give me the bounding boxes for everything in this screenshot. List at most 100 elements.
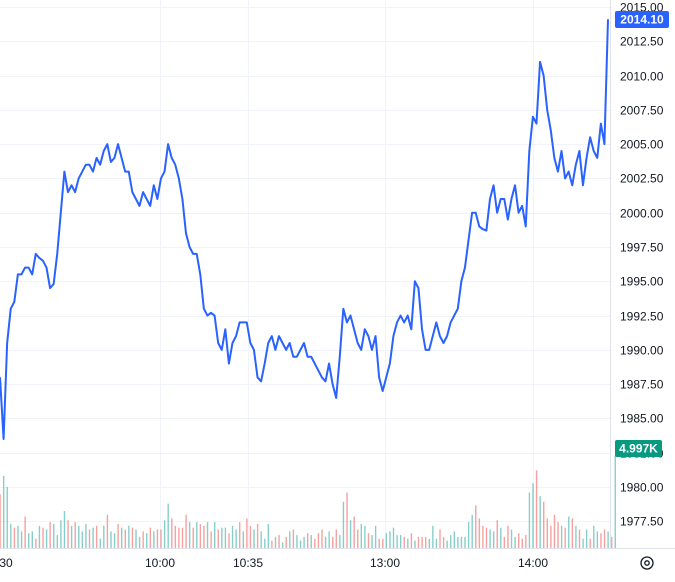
time-tick-label: 13:00 (370, 556, 400, 570)
volume-bar (421, 536, 423, 548)
volume-bar (460, 536, 463, 548)
volume-bar (314, 538, 316, 548)
volume-bar (267, 523, 270, 548)
volume-bar (603, 529, 606, 548)
volume-bar (614, 455, 616, 548)
price-tick-label: 1977.50 (620, 515, 664, 529)
time-axis-labels: 30 10:00 10:35 13:00 14:00 (0, 556, 548, 570)
volume-bar (360, 523, 363, 548)
volume-bar (425, 536, 427, 548)
volume-bar (10, 523, 12, 548)
volume-bar (553, 514, 556, 548)
grid (0, 0, 610, 548)
volume-bar (49, 522, 51, 548)
time-tick-label: 30 (0, 556, 13, 570)
time-tick-label: 10:00 (145, 556, 175, 570)
volume-bar (103, 525, 105, 548)
volume-bar (253, 529, 255, 548)
last-value-badges: 2014.10 4.997K (615, 11, 669, 457)
volume-bar (353, 516, 355, 548)
volume-bar (110, 531, 112, 548)
volume-bar (260, 531, 262, 548)
price-tick-label: 1995.00 (620, 275, 664, 289)
volume-bar (192, 527, 194, 548)
price-line (0, 19, 609, 440)
price-tick-label: 2010.00 (620, 70, 664, 84)
volume-bar (146, 533, 148, 548)
volume-bar (321, 529, 323, 548)
volume-bar (450, 535, 452, 548)
volume-bar (249, 525, 252, 548)
volume-bar (56, 535, 59, 548)
volume-bar (264, 538, 266, 548)
volume-bar (45, 529, 48, 548)
volume-bar (20, 531, 23, 548)
volume-bar (224, 527, 227, 548)
volume-bar (407, 538, 409, 548)
volume-bar (163, 520, 166, 548)
volume-bar (324, 536, 327, 548)
volume-bar (478, 518, 481, 548)
axes (0, 0, 675, 549)
time-tick-label: 10:35 (233, 556, 263, 570)
price-axis-labels: 1977.501980.001982.501985.001987.501990.… (620, 1, 664, 529)
volume-bar (85, 523, 87, 548)
volume-bar (560, 525, 563, 548)
volume-bar (439, 529, 441, 548)
volume-bar (306, 533, 309, 548)
volume-bar (417, 536, 420, 548)
volume-bar (106, 514, 109, 548)
volume-bar (6, 486, 8, 548)
price-tick-label: 1992.50 (620, 310, 664, 324)
volume-bar (532, 483, 534, 548)
volume-bar (557, 522, 559, 548)
price-tick-label: 1987.50 (620, 378, 664, 392)
volume-bar (582, 538, 584, 548)
volume-bar (410, 533, 413, 548)
last-price-label: 2014.10 (620, 13, 664, 27)
volume-bar (467, 522, 470, 548)
volume-bar (600, 533, 602, 548)
volume-bar (213, 522, 216, 548)
volume-bar (181, 527, 184, 548)
volume-bar (339, 535, 341, 548)
volume-bar (517, 533, 520, 548)
volume-bar (63, 511, 66, 548)
volume-bar (95, 525, 98, 548)
volume-bar (489, 529, 491, 548)
volume-bar (528, 492, 531, 548)
volume-bar (507, 525, 509, 548)
volume-bar (349, 520, 352, 548)
last-volume-badge (615, 440, 662, 457)
volume-bar (492, 531, 495, 548)
volume-bar (374, 525, 377, 548)
volume-bar (364, 525, 366, 548)
price-tick-label: 2002.50 (620, 172, 664, 186)
volume-bar (135, 529, 137, 548)
volume-bar (546, 518, 548, 548)
volume-bar (78, 525, 80, 548)
settings-gear-icon[interactable] (640, 556, 654, 570)
volume-bar (206, 522, 209, 548)
volume-bar (571, 518, 574, 548)
volume-bar (442, 536, 445, 548)
volume-bar (167, 503, 169, 548)
volume-bar (2, 475, 5, 548)
volume-bar (70, 525, 73, 548)
volume-bar (610, 536, 613, 548)
volume-bar (539, 496, 541, 548)
volume-bar (482, 525, 484, 548)
volume-bar (596, 531, 599, 548)
volume-bar (171, 518, 173, 548)
volume-bar (221, 527, 223, 548)
volume-bar (453, 531, 456, 548)
volume-bar (346, 492, 348, 548)
volume-bar (239, 522, 241, 548)
volume-bar (174, 525, 177, 548)
volume-bar (289, 531, 291, 548)
volume-bar (74, 522, 76, 548)
volume-bar (185, 514, 187, 548)
volume-bar (378, 538, 380, 548)
